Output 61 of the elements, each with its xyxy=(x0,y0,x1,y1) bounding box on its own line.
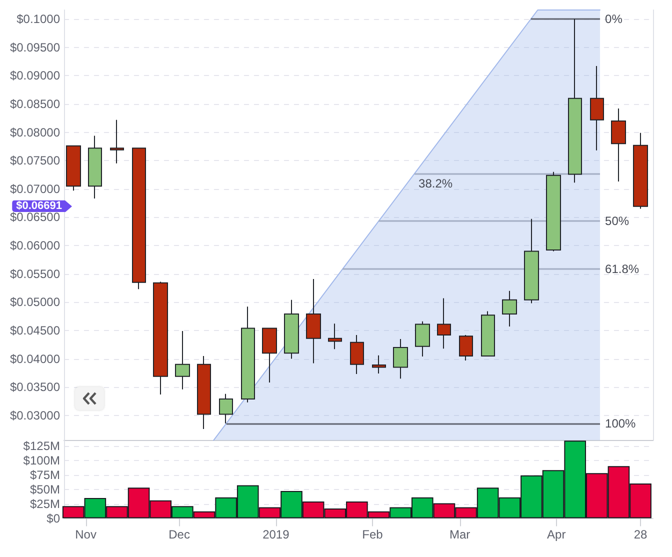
x-tick-label: Nov xyxy=(75,527,96,542)
candlestick xyxy=(328,323,342,350)
candlestick xyxy=(197,355,211,430)
y-tick-label: $0.07000 xyxy=(10,182,60,196)
candlestick xyxy=(372,354,386,374)
x-tick-label: Feb xyxy=(362,527,384,542)
y-tick-label: $0.03000 xyxy=(10,408,60,422)
candlestick xyxy=(153,281,168,395)
candlestick xyxy=(262,328,277,384)
y-tick-label: $0.1000 xyxy=(16,12,60,26)
y-tick-label: $0.08000 xyxy=(10,125,60,140)
y-tick-label: $0.09000 xyxy=(10,68,60,83)
candlestick xyxy=(219,393,233,424)
candlestick xyxy=(524,218,539,304)
candlestick xyxy=(546,171,561,252)
y-tick-label: $0.06500 xyxy=(10,210,60,224)
y-tick-label: $0.06000 xyxy=(10,238,60,253)
candlestick xyxy=(306,278,321,364)
x-tick-label: Apr xyxy=(547,527,566,542)
candlestick xyxy=(66,145,81,192)
y-tick-label: $0.09500 xyxy=(10,40,60,54)
y-tick-label: $0.04000 xyxy=(10,352,60,366)
y-tick-label: $0.05000 xyxy=(10,295,60,310)
candlestick xyxy=(284,299,299,360)
candlestick xyxy=(611,108,626,182)
candlestick xyxy=(590,66,604,151)
candlestick xyxy=(88,135,102,200)
y-tick-label: $0.07500 xyxy=(10,154,60,168)
candlestick xyxy=(350,334,364,375)
candlestick xyxy=(132,148,146,290)
candlestick xyxy=(481,310,495,356)
x-tick-label: Dec xyxy=(168,527,190,542)
candlestick xyxy=(241,306,255,403)
y-tick-label: $0.04500 xyxy=(10,323,60,338)
y-tick-label: $125M xyxy=(23,438,60,453)
ref-line-label: 50% xyxy=(605,214,630,228)
y-tick-label: $25M xyxy=(30,496,60,511)
candlestick xyxy=(393,338,408,380)
candlestick xyxy=(633,132,648,210)
ref-line-label: 61.8% xyxy=(605,262,640,276)
candlestick xyxy=(110,119,124,164)
candlestick xyxy=(568,18,582,184)
x-tick-label: 28 xyxy=(634,527,648,542)
text: $0.06691 xyxy=(12,200,72,212)
x-tick-label: 2019 xyxy=(262,527,290,542)
x-tick-label: Mar xyxy=(449,527,470,542)
candlestick xyxy=(459,334,473,361)
y-tick-label: $75M xyxy=(30,468,60,482)
ref-line-label: 38.2% xyxy=(418,176,453,190)
y-tick-label: $50M xyxy=(30,482,60,496)
y-tick-label: $0.08500 xyxy=(10,96,60,111)
ref-line-label: 0% xyxy=(605,12,623,26)
y-tick-label: $100M xyxy=(23,453,60,468)
ref-line-label: 100% xyxy=(605,416,636,430)
y-tick-label: $0 xyxy=(46,511,60,526)
y-tick-label: $0.05500 xyxy=(10,266,60,281)
candlestick xyxy=(175,330,190,390)
y-tick-label: $0.03500 xyxy=(10,380,60,394)
candlestick xyxy=(502,290,517,327)
candlestick xyxy=(415,320,430,358)
candlestick xyxy=(437,298,451,350)
